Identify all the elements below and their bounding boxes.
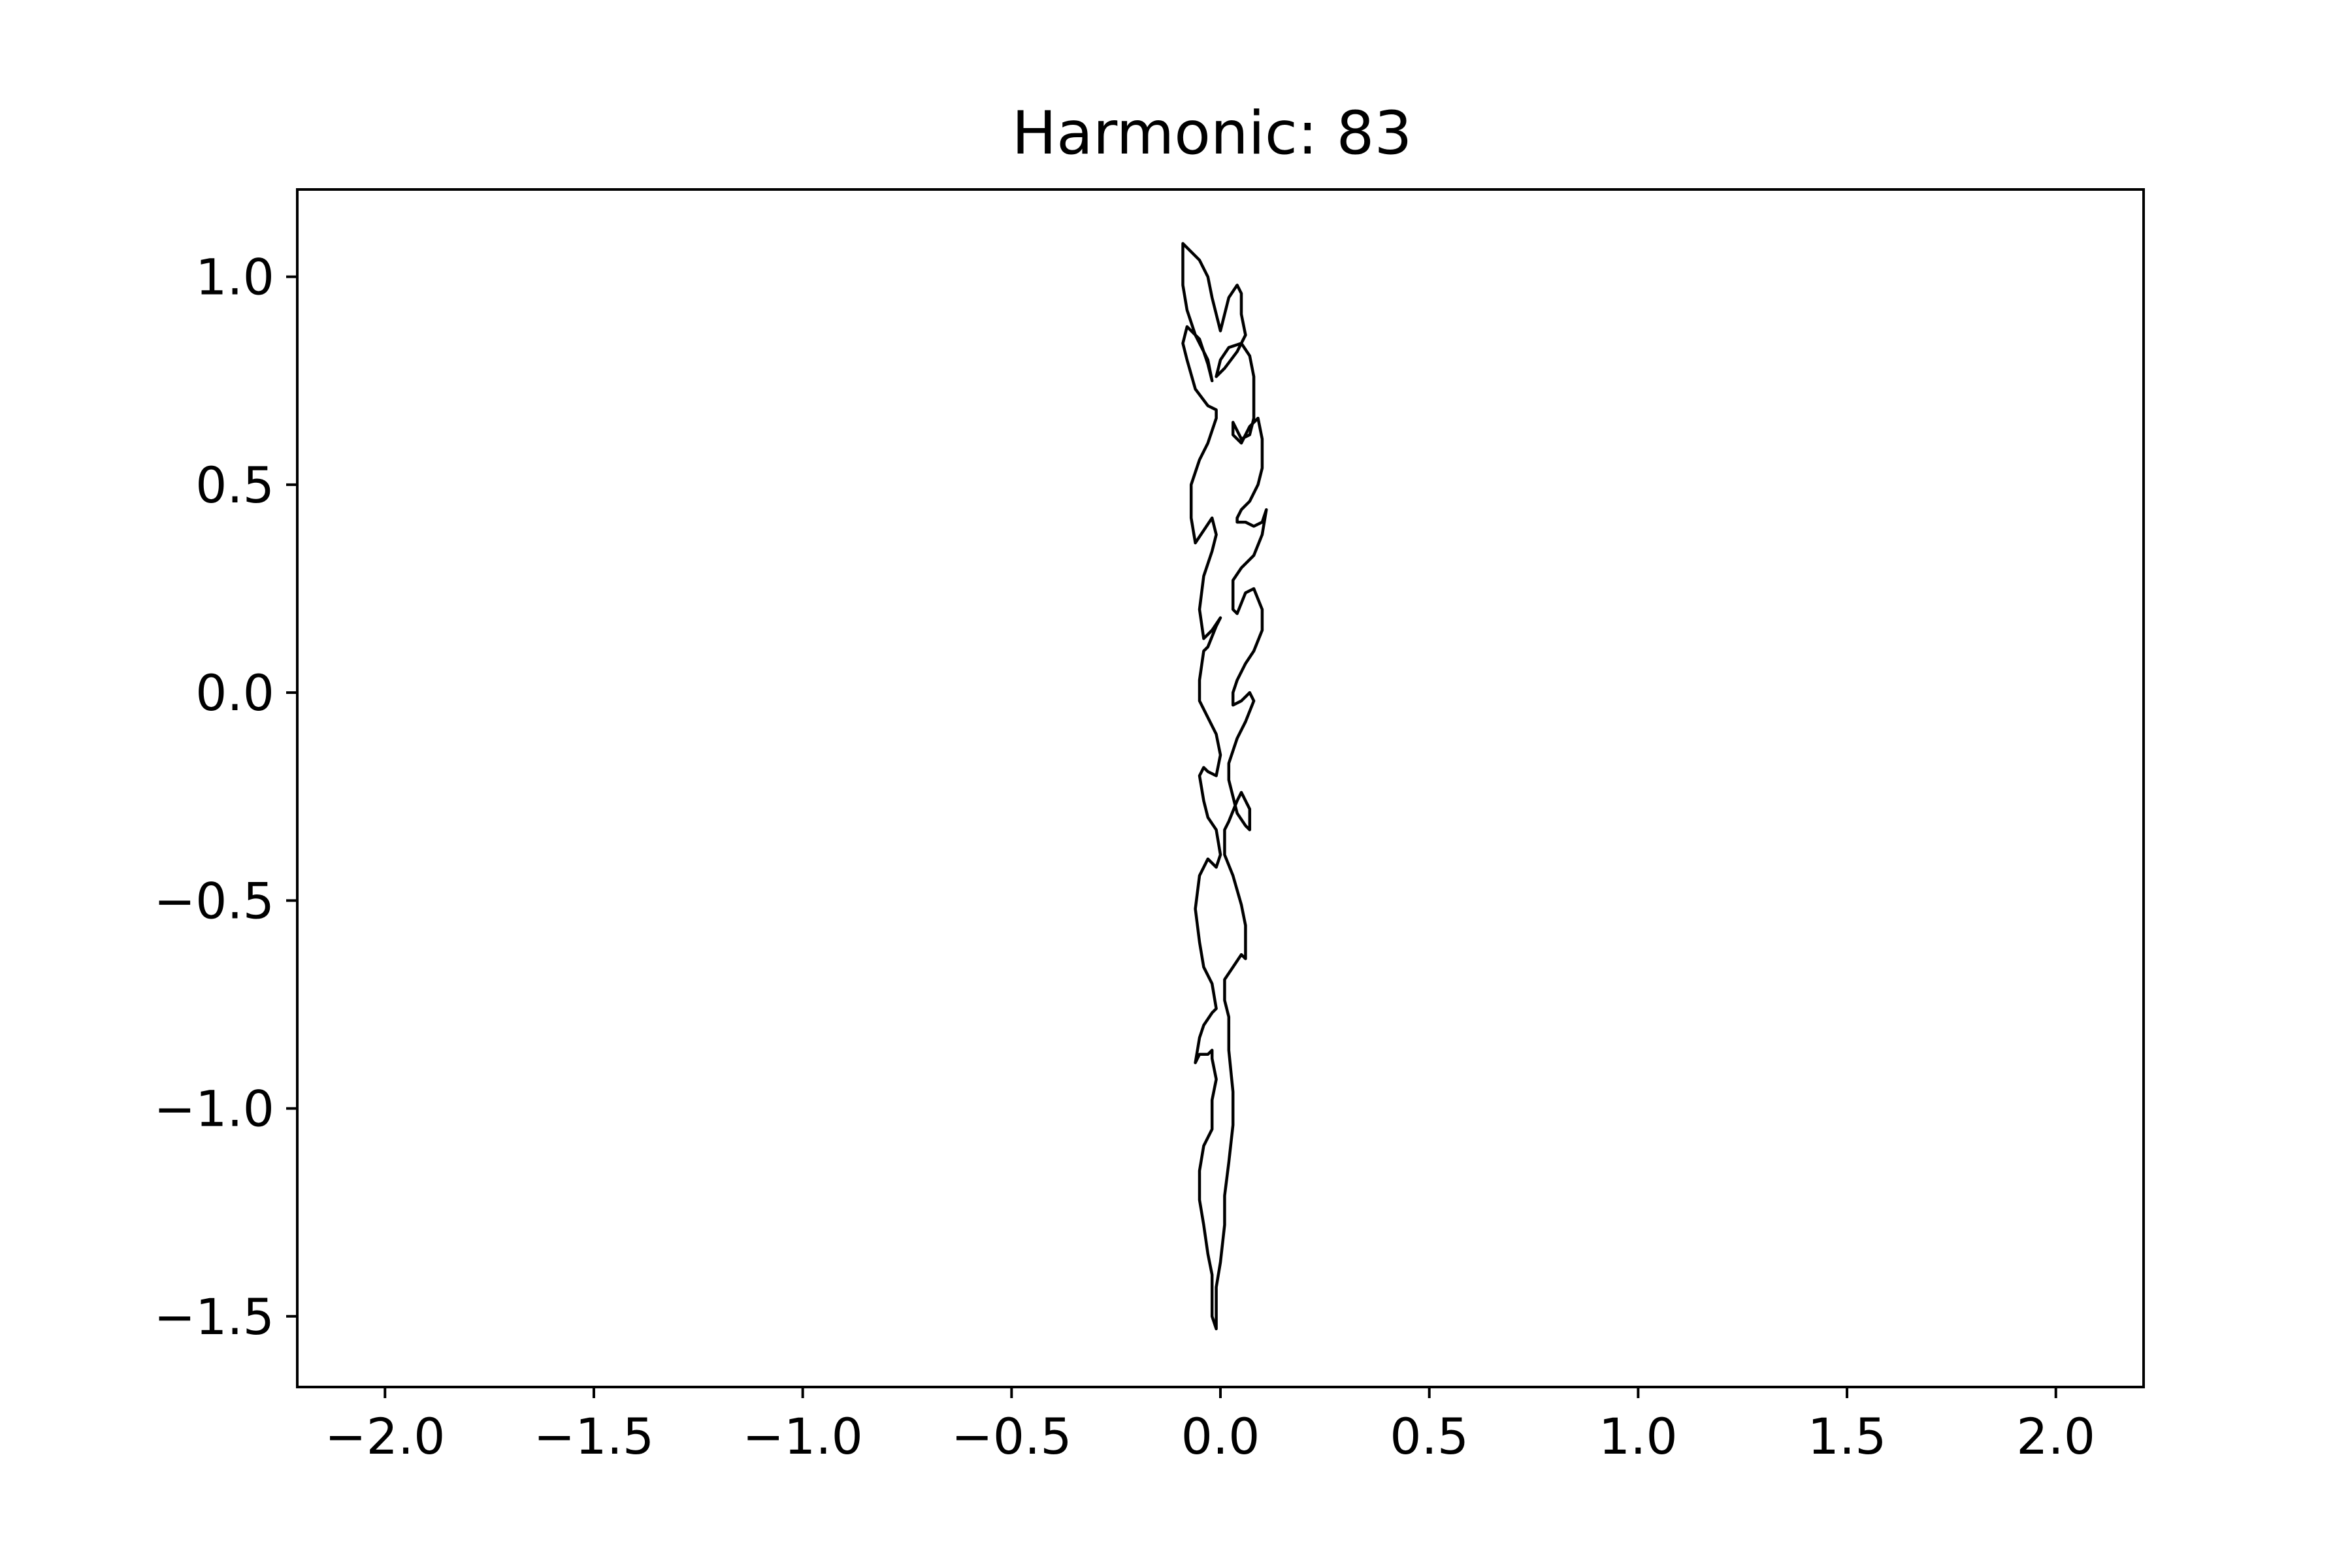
- x-tick-label: −1.0: [742, 1407, 863, 1465]
- x-tick-label: −0.5: [951, 1407, 1072, 1465]
- series-line-0: [1181, 242, 1268, 1331]
- x-tick-label: 1.0: [1599, 1407, 1678, 1465]
- x-tick-label: 0.0: [1181, 1407, 1260, 1465]
- y-tick-label: −0.5: [154, 872, 274, 930]
- curve-layer: [1181, 242, 1268, 1331]
- axes-background: [297, 189, 2144, 1387]
- y-tick-label: 1.0: [195, 248, 274, 306]
- y-axis: −1.5 −1.0 −0.5 0.0 0.5 1.0: [154, 248, 297, 1346]
- x-tick-label: −2.0: [325, 1407, 446, 1465]
- x-axis: −2.0 −1.5 −1.0 −0.5 0.0 0.5 1.0 1.5 2.0: [325, 1387, 2095, 1465]
- y-tick-label: 0.5: [195, 456, 274, 514]
- chart-title: Harmonic: 83: [1012, 99, 1413, 168]
- x-tick-label: 0.5: [1390, 1407, 1469, 1465]
- y-tick-label: −1.5: [154, 1288, 274, 1346]
- x-tick-label: 1.5: [1808, 1407, 1887, 1465]
- y-tick-label: −1.0: [154, 1080, 274, 1138]
- x-tick-label: 2.0: [2016, 1407, 2095, 1465]
- y-tick-label: 0.0: [195, 664, 274, 722]
- x-tick-label: −1.5: [534, 1407, 655, 1465]
- plot-area: [296, 188, 2145, 1388]
